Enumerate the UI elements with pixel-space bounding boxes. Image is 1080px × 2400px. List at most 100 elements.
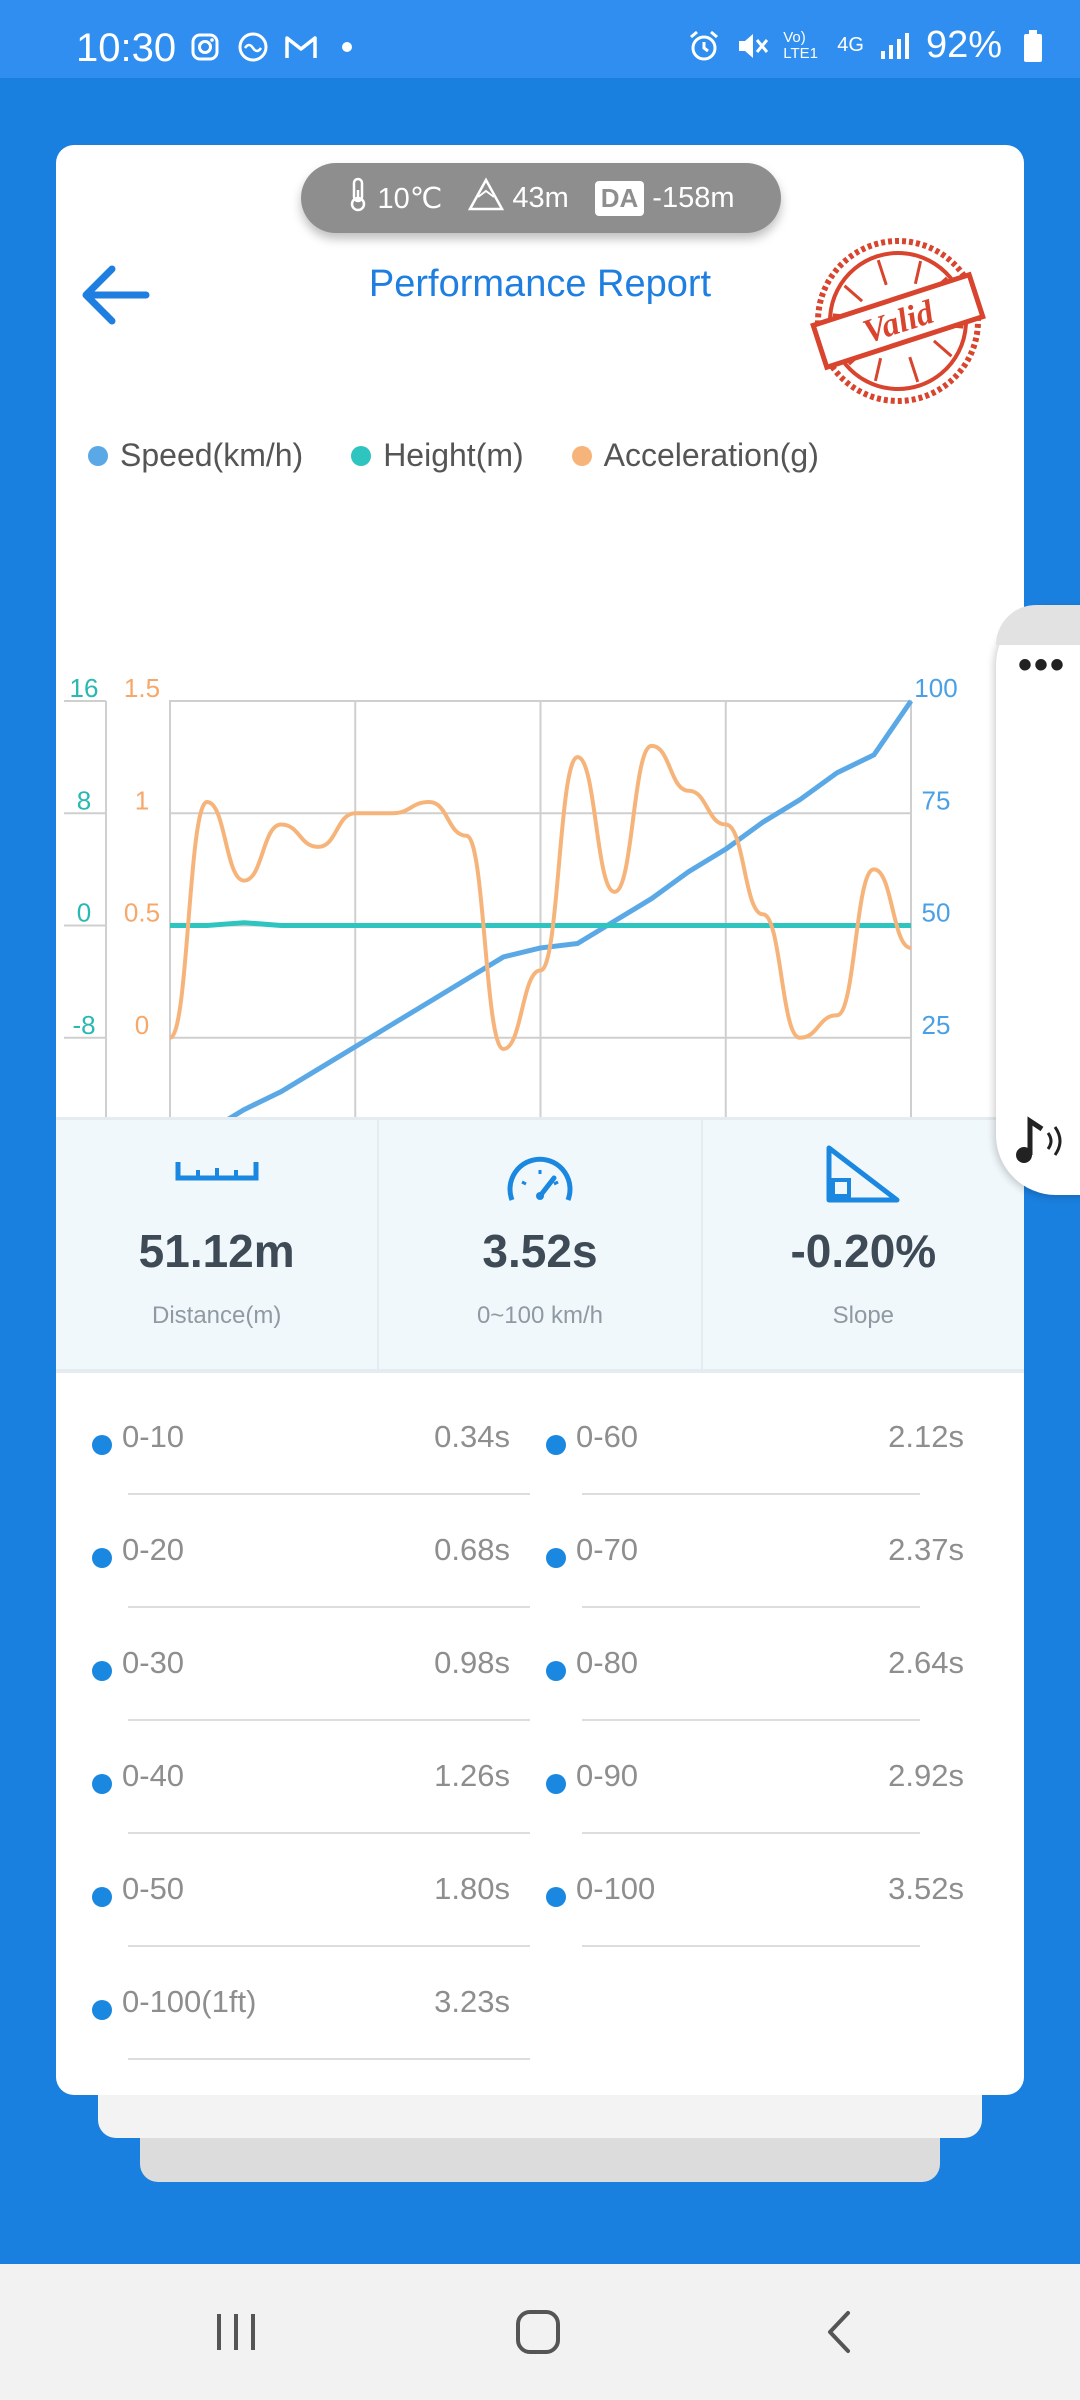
speedometer-icon [504,1156,576,1211]
list-item: 0-100 3.52s [510,1837,964,1950]
series-line-height [170,920,911,928]
list-item: 0-50 1.80s [56,1837,530,1950]
bullet-icon [92,1774,112,1794]
speed-tick-label: 25 [922,1010,951,1040]
split-label: 0-90 [576,1758,639,1793]
list-item: 0-70 2.37s [510,1498,964,1611]
legend-label-speed: Speed(km/h) [120,437,304,473]
stat-time: 3.52s 0~100 km/h [377,1120,700,1369]
distance-value: 51.12m [138,1225,295,1277]
bullet-icon [546,1435,566,1455]
density-altitude-value: -158m [652,181,735,214]
list-item: 0-20 0.68s [56,1498,530,1611]
time-label: 0~100 km/h [476,1302,604,1329]
split-value: 2.37s [888,1532,964,1567]
mute-icon [735,29,769,63]
slope-icon [823,1142,903,1211]
temperature-value: 10℃ [377,182,443,215]
series-line-acceleration [168,743,912,1051]
bullet-icon [92,1661,112,1681]
report-card: 10℃ 43m DA -158m Performance Report [56,145,1024,2095]
stat-distance: 51.12m Distance(m) [56,1120,377,1369]
split-label: 0-10 [122,1419,185,1454]
acceleration-tick-label: 0.5 [124,898,160,928]
alarm-icon [687,29,721,63]
split-label: 0-40 [122,1758,185,1793]
app-circle-icon [236,30,270,64]
ruler-icon [175,1156,259,1191]
split-value: 0.98s [434,1645,510,1680]
divider [582,1945,920,1947]
list-item: 0-80 2.64s [510,1611,964,1724]
back-nav-icon[interactable] [800,2300,880,2364]
valid-stamp: Valid [808,231,988,411]
bullet-icon [92,1887,112,1907]
divider [582,1493,920,1495]
split-value: 2.92s [888,1758,964,1793]
split-value: 2.12s [888,1419,964,1454]
list-item: 0-90 2.92s [510,1724,964,1837]
list-item: 0-60 2.12s [510,1385,964,1498]
recent-apps-icon[interactable] [196,2300,276,2364]
stacked-card-back [140,2130,940,2182]
da-badge: DA [594,180,645,216]
speed-tick-label: 100 [914,673,957,703]
bullet-icon [546,1774,566,1794]
height-tick-label: 0 [77,898,91,928]
divider [128,1832,530,1834]
instagram-icon [188,30,222,64]
speed-tick-label: 50 [922,898,951,928]
bullet-icon [546,1661,566,1681]
stat-slope: -0.20% Slope [700,1120,1024,1369]
stats-panel: 51.12m Distance(m) 3.52s 0~100 km/h -0.2… [56,1117,1024,1373]
thermometer-icon [347,176,369,220]
home-icon[interactable] [498,2300,578,2364]
split-value: 2.64s [888,1645,964,1680]
network-label: 4G [837,34,864,56]
battery-icon [1016,29,1050,63]
environment-pill: 10℃ 43m DA -158m [301,163,781,233]
split-label: 0-70 [576,1532,639,1567]
list-item: 0-100(1ft) 3.23s [56,1950,530,2063]
acceleration-tick-label: 0 [135,1010,149,1040]
list-item: 0-40 1.26s [56,1724,530,1837]
series-line-speed [168,699,914,1153]
split-value: 3.52s [888,1871,964,1906]
divider [582,1606,920,1608]
sound-icon[interactable] [1008,1111,1068,1176]
floating-side-panel[interactable]: ••• [996,605,1080,1195]
list-item: 0-10 0.34s [56,1385,530,1498]
back-arrow-icon[interactable] [74,255,164,335]
bullet-icon [546,1548,566,1568]
page-title: Performance Report [368,263,712,305]
divider [128,1719,530,1721]
divider [128,1606,530,1608]
more-dots-icon[interactable]: ••• [1018,643,1067,687]
acceleration-tick-label: 1 [135,785,149,815]
battery-percent: 92% [925,24,1002,66]
legend-acceleration: Acceleration(g) [571,437,819,474]
acceleration-tick-label: 1.5 [124,673,160,703]
gmail-icon [284,30,318,64]
split-column-left: 0-10 0.34s 0-20 0.68s 0-30 0.98s 0-40 1.26s … [56,1385,530,2063]
split-label: 0-50 [122,1871,185,1906]
signal-icon [878,29,912,63]
notification-dot-icon [342,42,352,52]
split-value: 0.68s [434,1532,510,1567]
split-label: 0-80 [576,1645,639,1680]
legend-label-acceleration: Acceleration(g) [603,437,819,473]
split-value: 3.23s [434,1984,510,2019]
time-value: 3.52s [482,1225,598,1277]
split-value: 1.26s [434,1758,510,1793]
slope-label: Slope [832,1302,895,1329]
divider [582,1832,920,1834]
status-time: 10:30 [76,26,177,70]
bullet-icon [92,1548,112,1568]
bullet-icon [546,1887,566,1907]
split-label: 0-20 [122,1532,185,1567]
slope-value: -0.20% [790,1225,937,1277]
bullet-icon [92,2000,112,2020]
split-label: 0-60 [576,1419,639,1454]
split-value: 1.80s [434,1871,510,1906]
